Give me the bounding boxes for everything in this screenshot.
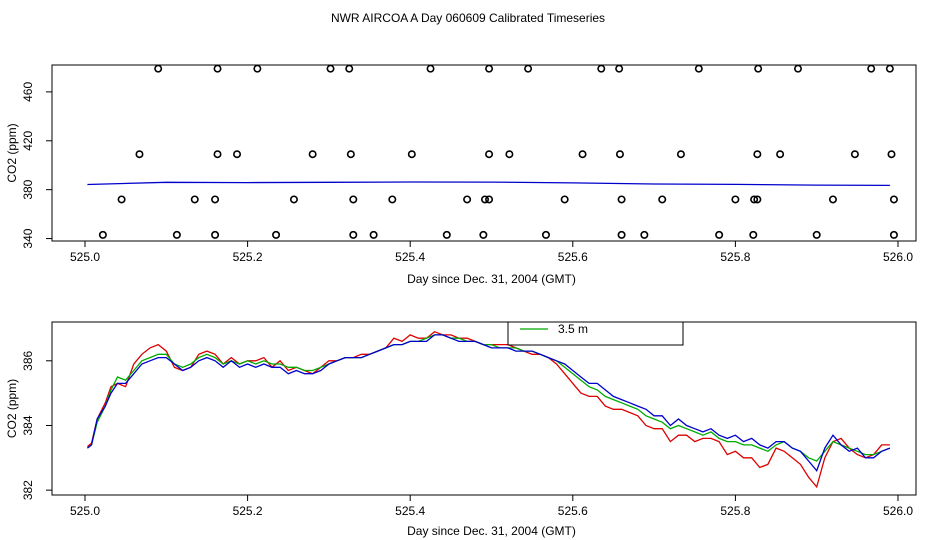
data-point (463, 195, 472, 204)
data-point (485, 150, 494, 159)
y-tick-label: 380 (21, 179, 35, 199)
data-point (485, 64, 494, 73)
data-point (426, 64, 435, 73)
x-tick-label: 526.0 (883, 504, 913, 518)
data-point (485, 195, 494, 204)
data-point (253, 64, 262, 73)
x-tick-label: 525.8 (720, 504, 750, 518)
data-point (349, 230, 358, 239)
data-point (676, 150, 685, 159)
data-point (442, 230, 451, 239)
y-tick-label: 420 (21, 130, 35, 150)
data-point (731, 195, 740, 204)
plot-frame (51, 321, 917, 496)
data-point (753, 150, 762, 159)
x-tick-label: 525.6 (558, 504, 588, 518)
chart-title: NWR AIRCOA A Day 060609 Calibrated Times… (331, 11, 605, 25)
data-point (479, 230, 488, 239)
data-point (615, 150, 624, 159)
data-point (850, 150, 859, 159)
data-point (233, 150, 242, 159)
data-point (617, 195, 626, 204)
y-axis-label: CO2 (ppm) (5, 379, 19, 438)
data-point (615, 64, 624, 73)
data-point (753, 195, 762, 204)
data-point (541, 230, 550, 239)
y-tick-label: 384 (21, 415, 35, 435)
legend-label: 3.5 m (558, 322, 588, 336)
data-point (213, 150, 222, 159)
data-point (211, 195, 220, 204)
data-point (828, 195, 837, 204)
x-tick-label: 525.8 (720, 250, 750, 264)
data-point (480, 195, 489, 204)
x-axis-label: Day since Dec. 31, 2004 (GMT) (407, 272, 576, 286)
data-point (326, 64, 335, 73)
data-point (135, 150, 144, 159)
x-tick-label: 525.4 (395, 504, 425, 518)
data-point (308, 150, 317, 159)
y-axis-label: CO2 (ppm) (5, 123, 19, 182)
y-tick-label: 382 (21, 480, 35, 500)
x-tick-label: 525.2 (233, 250, 263, 264)
data-point (750, 195, 759, 204)
series-line-green (87, 334, 891, 462)
x-tick-label: 525.2 (233, 504, 263, 518)
data-point (213, 64, 222, 73)
data-point (346, 150, 355, 159)
data-point (272, 230, 281, 239)
data-point (889, 230, 898, 239)
data-point (658, 195, 667, 204)
data-point (211, 230, 220, 239)
y-tick-label: 386 (21, 350, 35, 370)
data-point (794, 64, 803, 73)
x-tick-label: 525.0 (70, 504, 100, 518)
data-point (578, 150, 587, 159)
data-point (694, 64, 703, 73)
y-tick-label: 340 (21, 228, 35, 248)
data-point (867, 64, 876, 73)
x-tick-label: 525.6 (558, 250, 588, 264)
data-point (289, 195, 298, 204)
data-point (172, 230, 181, 239)
data-point (117, 195, 126, 204)
data-point (190, 195, 199, 204)
data-point (754, 64, 763, 73)
data-point (505, 150, 514, 159)
x-tick-label: 525.0 (70, 250, 100, 264)
plot-frame (51, 64, 917, 242)
data-point (597, 64, 606, 73)
data-point (98, 230, 107, 239)
data-point (617, 230, 626, 239)
x-tick-label: 525.4 (395, 250, 425, 264)
legend-box (507, 321, 684, 346)
series-line-blue-flat (87, 181, 890, 187)
bottom-panel: 525.0 525.2 525.4 525.6 525.8 526.0 382 384 386 D… (5, 321, 917, 538)
x-axis-label: Day since Dec. 31, 2004 (GMT) (407, 524, 576, 538)
data-point (812, 230, 821, 239)
data-point (885, 64, 894, 73)
data-point (887, 150, 896, 159)
data-point (889, 195, 898, 204)
data-point (154, 64, 163, 73)
data-point (388, 195, 397, 204)
data-point (369, 230, 378, 239)
data-point (560, 195, 569, 204)
data-point (349, 195, 358, 204)
data-point (715, 230, 724, 239)
y-tick-label: 460 (21, 82, 35, 102)
top-panel: 525.0 525.2 525.4 525.6 525.8 526.0 340 380 420 4… (5, 64, 917, 286)
data-point (524, 64, 533, 73)
data-point (345, 64, 354, 73)
series-line-blue (87, 334, 891, 472)
x-tick-label: 526.0 (883, 250, 913, 264)
data-point (749, 230, 758, 239)
data-point (407, 150, 416, 159)
data-point (640, 230, 649, 239)
data-point (776, 150, 785, 159)
